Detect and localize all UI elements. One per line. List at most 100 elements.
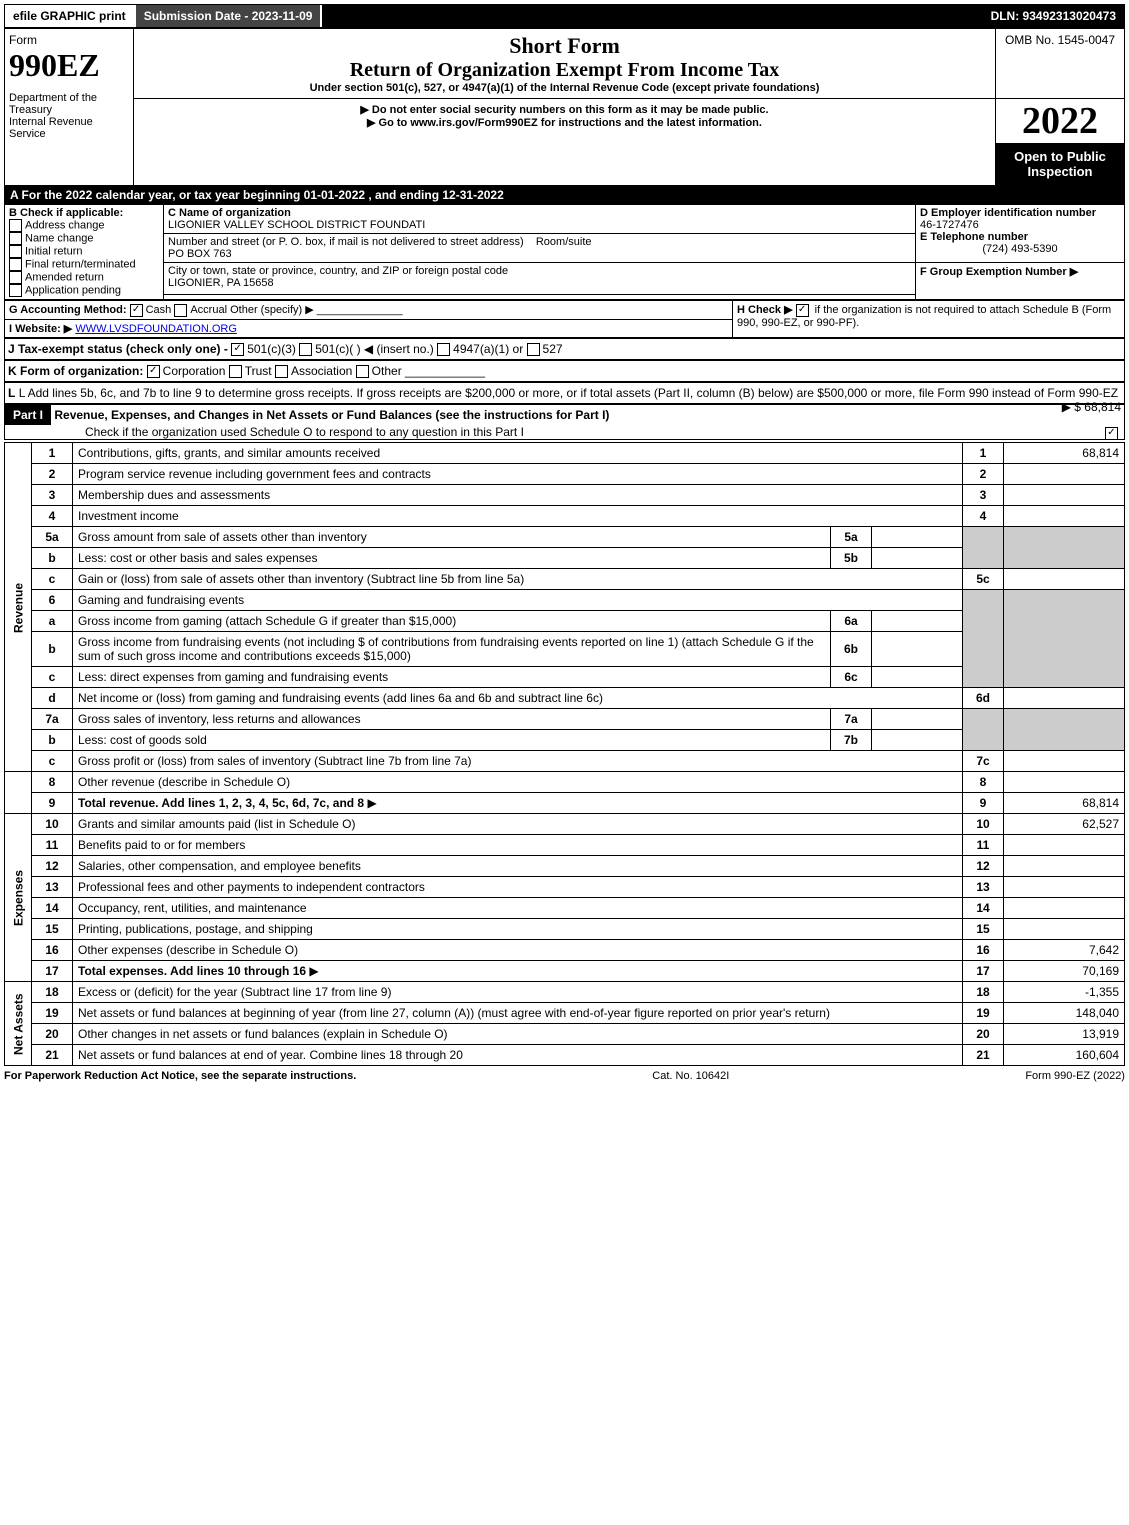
l16-val: 7,642 (1004, 940, 1125, 961)
l4-num: 4 (32, 506, 73, 527)
l18-rnum: 18 (963, 982, 1004, 1003)
l4-rnum: 4 (963, 506, 1004, 527)
line-7b: b Less: cost of goods sold 7b (5, 730, 1125, 751)
l6b-desc: Gross income from fundraising events (no… (73, 632, 831, 667)
j-501c3-checkbox[interactable] (231, 343, 244, 356)
line-5a: 5a Gross amount from sale of assets othe… (5, 527, 1125, 548)
l6b-subval (872, 632, 963, 667)
l19-num: 19 (32, 1003, 73, 1024)
l5c-num: c (32, 569, 73, 590)
line-7a: 7a Gross sales of inventory, less return… (5, 709, 1125, 730)
l4-desc: Investment income (73, 506, 963, 527)
j-501c-checkbox[interactable] (299, 343, 312, 356)
amended-checkbox[interactable] (9, 271, 22, 284)
l8-val (1004, 772, 1125, 793)
l2-desc: Program service revenue including govern… (73, 464, 963, 485)
l16-rnum: 16 (963, 940, 1004, 961)
info-table: B Check if applicable: Address change Na… (4, 204, 1125, 300)
k-trust-checkbox[interactable] (229, 365, 242, 378)
l6c-sub: 6c (831, 667, 872, 688)
cash-checkbox[interactable] (130, 304, 143, 317)
l-amount: ▶ $ 68,814 (1062, 400, 1121, 414)
efile-print-link[interactable]: efile GRAPHIC print (5, 5, 134, 27)
name-change-checkbox[interactable] (9, 232, 22, 245)
line-6: 6 Gaming and fundraising events (5, 590, 1125, 611)
inspection-box: Open to Public Inspection (996, 143, 1124, 185)
amended-label: Amended return (25, 271, 104, 283)
i-label: I Website: ▶ (9, 323, 72, 335)
line-21: 21 Net assets or fund balances at end of… (5, 1045, 1125, 1066)
line-2: 2 Program service revenue including gove… (5, 464, 1125, 485)
tax-year: 2022 (996, 99, 1124, 143)
l13-rnum: 13 (963, 877, 1004, 898)
l19-rnum: 19 (963, 1003, 1004, 1024)
l19-desc: Net assets or fund balances at beginning… (73, 1003, 963, 1024)
l17-rnum: 17 (963, 961, 1004, 982)
l20-val: 13,919 (1004, 1024, 1125, 1045)
part1-label: Part I (5, 405, 51, 425)
city-cell: City or town, state or province, country… (164, 263, 916, 295)
website-link[interactable]: WWW.LVSDFOUNDATION.ORG (75, 323, 237, 335)
top-bar: efile GRAPHIC print Submission Date - 20… (4, 4, 1125, 28)
l2-rnum: 2 (963, 464, 1004, 485)
ssn-notice: ▶ Do not enter social security numbers o… (138, 103, 991, 116)
initial-checkbox[interactable] (9, 245, 22, 258)
line-15: 15 Printing, publications, postage, and … (5, 919, 1125, 940)
street: PO BOX 763 (168, 248, 232, 260)
header-table: Form 990EZ Department of the Treasury In… (4, 28, 1125, 186)
l6b-sub: 6b (831, 632, 872, 667)
accrual-label: Accrual (190, 304, 227, 316)
l12-rnum: 12 (963, 856, 1004, 877)
l21-val: 160,604 (1004, 1045, 1125, 1066)
section-l: L L Add lines 5b, 6c, and 7b to line 9 t… (4, 382, 1125, 404)
k-corp-checkbox[interactable] (147, 365, 160, 378)
line-10: Expenses 10 Grants and similar amounts p… (5, 814, 1125, 835)
l1-num: 1 (32, 443, 73, 464)
section-h: H Check ▶ if the organization is not req… (733, 301, 1125, 338)
line-6d: d Net income or (loss) from gaming and f… (5, 688, 1125, 709)
accrual-checkbox[interactable] (174, 304, 187, 317)
gray-7 (963, 709, 1004, 751)
l8-desc: Other revenue (describe in Schedule O) (73, 772, 963, 793)
j-527-checkbox[interactable] (527, 343, 540, 356)
h-checkbox[interactable] (796, 304, 809, 317)
part1-checkbox[interactable] (1105, 427, 1118, 440)
revenue-side-label: Revenue (5, 443, 32, 772)
line-6c: c Less: direct expenses from gaming and … (5, 667, 1125, 688)
form-word: Form (9, 33, 129, 47)
app-pending-checkbox[interactable] (9, 284, 22, 297)
final-checkbox[interactable] (9, 258, 22, 271)
l11-desc: Benefits paid to or for members (73, 835, 963, 856)
l3-num: 3 (32, 485, 73, 506)
section-j: J Tax-exempt status (check only one) - 5… (4, 338, 1125, 360)
group-exemption-cell: F Group Exemption Number ▶ (916, 263, 1125, 300)
j-4947-checkbox[interactable] (437, 343, 450, 356)
section-g: G Accounting Method: Cash Accrual Other … (5, 301, 733, 320)
k-other-checkbox[interactable] (356, 365, 369, 378)
f-label: F Group Exemption Number ▶ (920, 266, 1078, 278)
l13-num: 13 (32, 877, 73, 898)
line-5c: c Gain or (loss) from sale of assets oth… (5, 569, 1125, 590)
goto-link[interactable]: ▶ Go to www.irs.gov/Form990EZ for instru… (138, 116, 991, 129)
l5a-sub: 5a (831, 527, 872, 548)
l6-num: 6 (32, 590, 73, 611)
street-label: Number and street (or P. O. box, if mail… (168, 236, 524, 248)
l21-num: 21 (32, 1045, 73, 1066)
k-assoc-checkbox[interactable] (275, 365, 288, 378)
l9-desc: Total revenue. Add lines 1, 2, 3, 4, 5c,… (73, 793, 963, 814)
line-19: 19 Net assets or fund balances at beginn… (5, 1003, 1125, 1024)
j-opt2: 501(c)( ) ◀ (insert no.) (315, 342, 434, 356)
l1-desc: Contributions, gifts, grants, and simila… (73, 443, 963, 464)
l6-desc: Gaming and fundraising events (73, 590, 963, 611)
l20-desc: Other changes in net assets or fund bala… (73, 1024, 963, 1045)
k-label: K Form of organization: (8, 364, 143, 378)
l7c-val (1004, 751, 1125, 772)
line-6a: a Gross income from gaming (attach Sched… (5, 611, 1125, 632)
l6c-subval (872, 667, 963, 688)
l3-desc: Membership dues and assessments (73, 485, 963, 506)
line-8: 8 Other revenue (describe in Schedule O)… (5, 772, 1125, 793)
addr-change-label: Address change (25, 219, 105, 231)
l7c-num: c (32, 751, 73, 772)
l1-rnum: 1 (963, 443, 1004, 464)
addr-change-checkbox[interactable] (9, 219, 22, 232)
